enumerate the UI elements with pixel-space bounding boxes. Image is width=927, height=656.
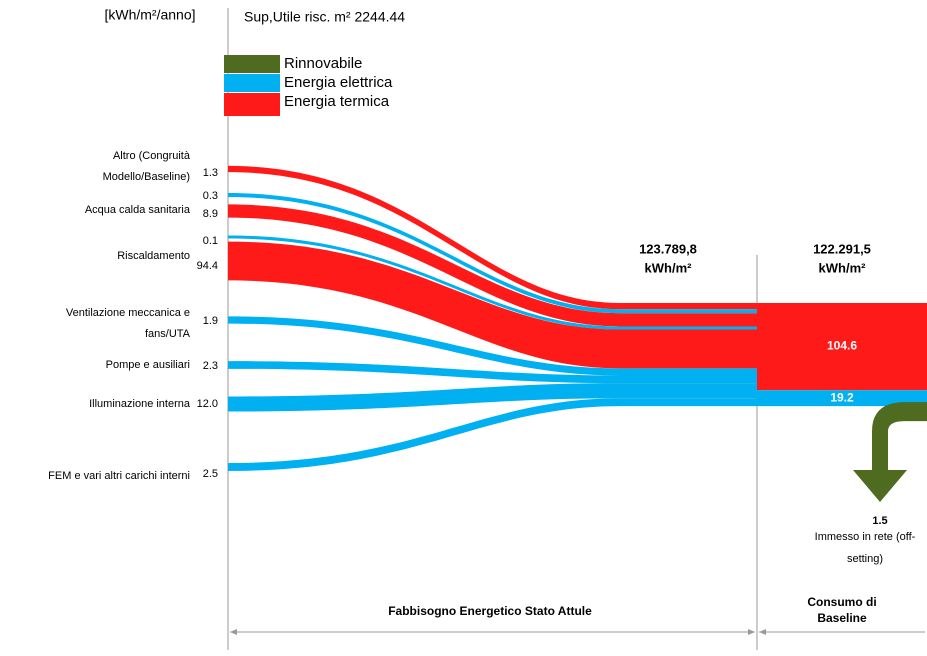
legend-label: Energia elettrica [284,74,393,91]
total-baseline: 122.291,5 [813,241,871,256]
flow [228,398,757,471]
flow-name: Illuminazione interna [89,398,191,410]
section-need: Fabbisogno Energetico Stato Attule [388,604,592,618]
flow [228,204,757,327]
flow-name: Modello/Baseline) [103,171,190,183]
legend-label: Energia termica [284,93,390,110]
section-baseline: Baseline [817,611,867,625]
output-block [757,390,927,407]
total-baseline-unit: kWh/m² [819,260,867,275]
flow-value: 0.1 [203,235,218,247]
section-baseline: Consumo di [807,595,876,609]
flow-value: 94.4 [197,260,218,272]
total-need: 123.789,8 [639,241,697,256]
export-arrow [853,402,927,502]
unit-label: [kWh/m²/anno] [104,7,195,23]
flow-value: 0.3 [203,190,218,202]
flow-value: 12.0 [197,398,218,410]
flow-value: 2.3 [203,360,218,372]
flow-name: Acqua calda sanitaria [85,204,191,216]
export-label: setting) [847,553,883,565]
flow [228,361,757,384]
flow-value: 8.9 [203,208,218,220]
output-value: 19.2 [830,390,854,404]
subtitle: Sup,Utile risc. m² 2244.44 [244,9,405,25]
flow-name: Altro (Congruità [113,150,191,162]
flow-value: 1.3 [203,167,218,179]
legend-label: Rinnovabile [284,55,362,72]
flow-value: 2.5 [203,468,218,480]
legend-swatch [224,74,280,92]
export-label: Immesso in rete (off- [815,531,916,543]
flow-name: Ventilazione meccanica e [66,307,190,319]
flow-value: 1.9 [203,315,218,327]
flow [228,316,757,376]
flow-name: Pompe e ausiliari [106,359,190,371]
flow [228,383,757,412]
legend-swatch [224,55,280,73]
legend-swatch [224,93,280,116]
flow-name: Riscaldamento [117,250,190,262]
flow-name: FEM e vari altri carichi interni [48,470,190,482]
flow [228,241,757,369]
total-need-unit: kWh/m² [645,260,693,275]
export-value: 1.5 [872,515,887,527]
output-block [757,303,927,391]
output-value: 104.6 [827,339,857,353]
flow-name: fans/UTA [145,328,191,340]
